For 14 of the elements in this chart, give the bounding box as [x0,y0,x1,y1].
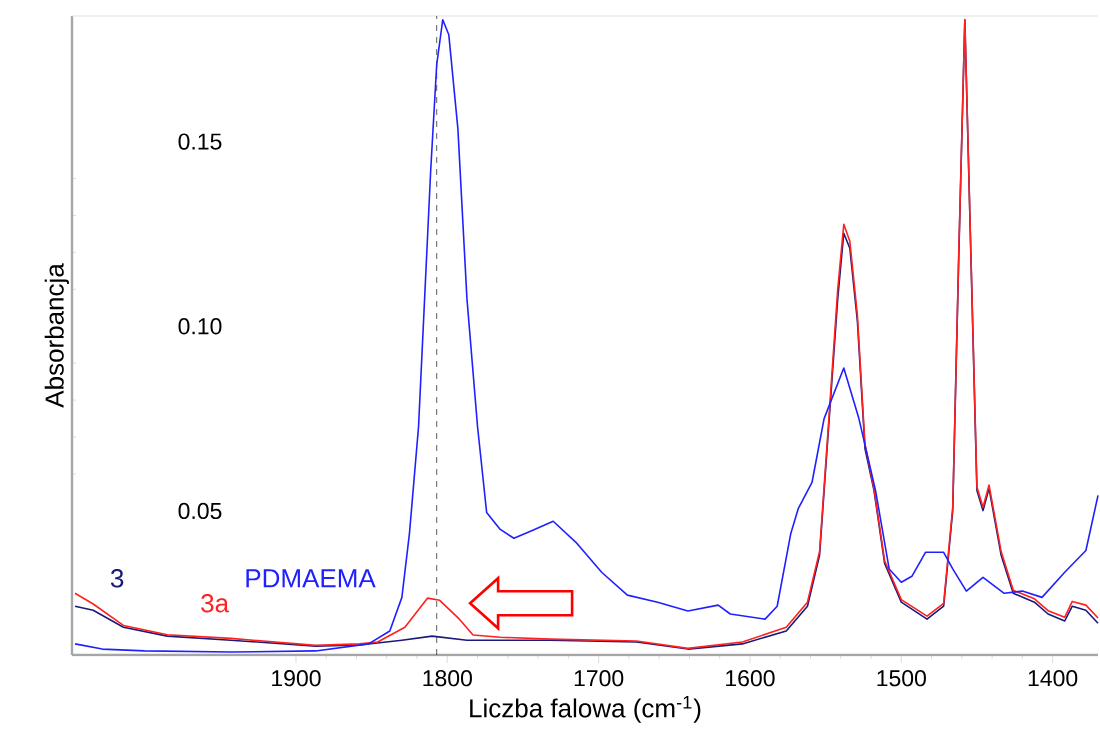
x-tick-label: 1900 [272,670,321,687]
series-label: 3a [201,594,230,613]
x-axis-title: Liczba falowa (cm$^{-1}$) [470,696,701,723]
y-tick-label: 0.15 [178,133,222,150]
series-label: PDMAEMA [246,569,376,588]
series-label: 3 [110,569,124,588]
y-axis-title: Absorbancja [44,263,69,408]
x-tick-label: 1600 [726,670,775,687]
x-tick-label: 1500 [877,670,926,687]
y-tick-label: 0.05 [178,502,222,520]
x-tick-label: 1800 [423,670,472,687]
x-tick-label: 1400 [1028,670,1078,687]
x-tick-label: 1700 [574,670,624,687]
y-tick-label: 0.10 [178,318,222,335]
